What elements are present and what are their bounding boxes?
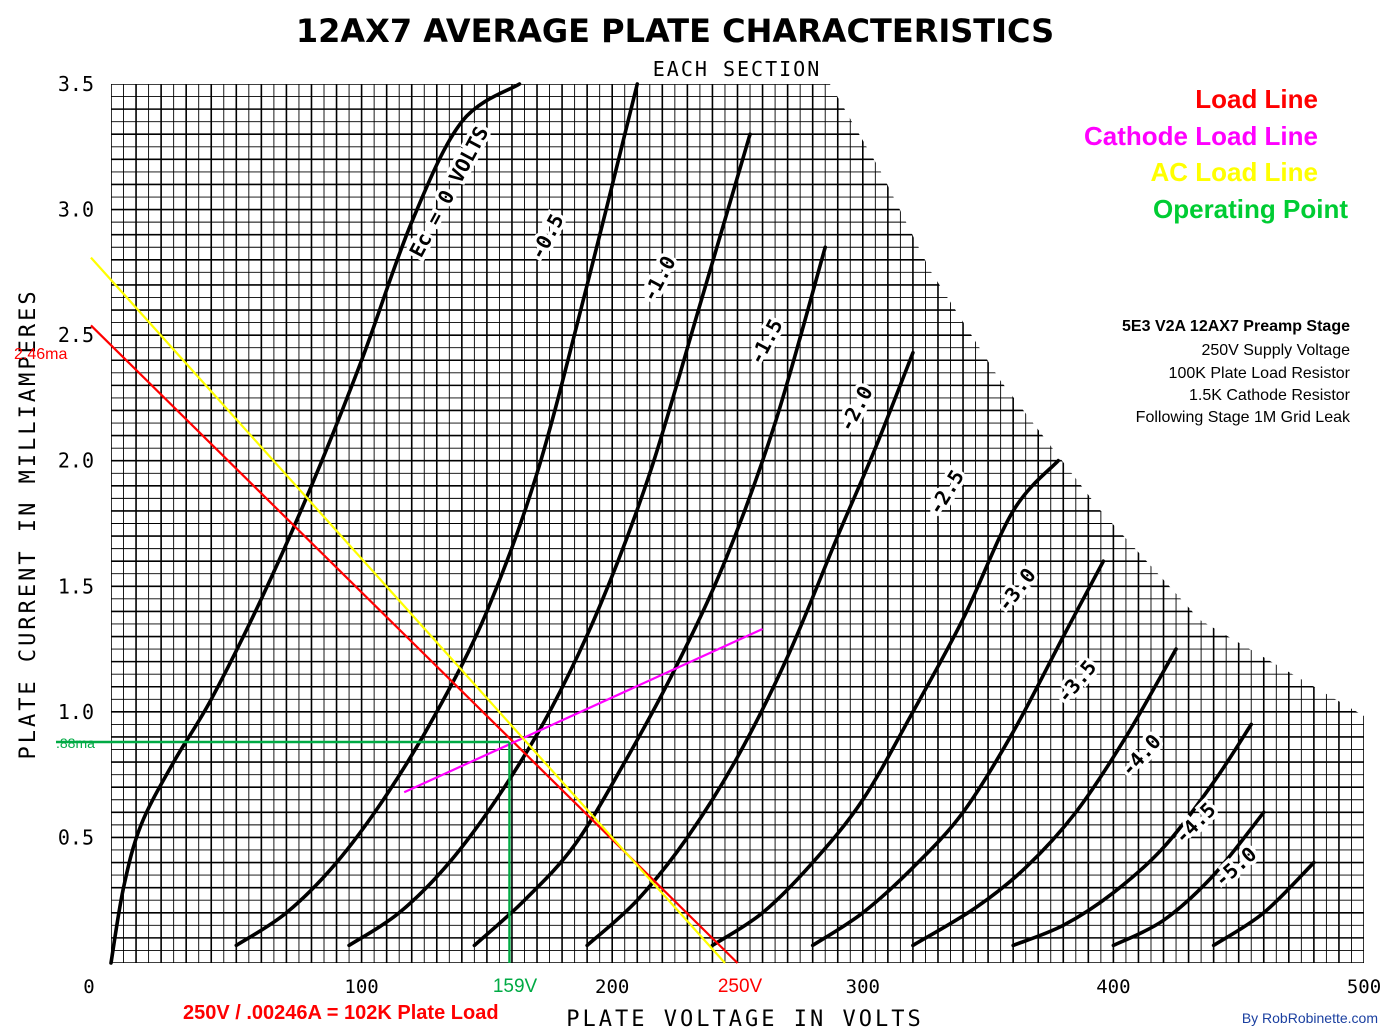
note-cathode: 1.5K Cathode Resistor [1189,387,1351,404]
supply-voltage-label: 250V [718,976,763,997]
legend-operating-point: Operating Point [1153,194,1348,224]
curve-label: -3.5 [1052,655,1101,707]
overlay-line-0 [90,324,739,964]
x-tick-label: 500 [1347,976,1381,998]
curve-0 [109,82,522,965]
curve-label: -3.0 [992,563,1041,616]
load-line-current-label: 2.46ma [14,346,67,363]
x-axis-label: PLATE VOLTAGE IN VOLTS [566,1007,923,1032]
curve-9 [1111,810,1266,948]
chart-title: 12AX7 AVERAGE PLATE CHARACTERISTICS [296,12,1054,50]
curve-labels: Ec = 0 VOLTS -0.5-1.0-1.5-2.0-2.5-3.0-3.5… [401,119,1265,896]
credit-link[interactable]: By RobRobinette.com [1242,1010,1378,1026]
overlay-lines [56,256,764,964]
note-title: 5E3 V2A 12AX7 Preamp Stage [1122,318,1350,335]
x-axis-ticks: 0 100 200 300 400 500 [83,976,1381,998]
curve-2 [347,132,752,948]
x-tick-label: 400 [1096,976,1130,998]
note-grid-leak: Following Stage 1M Grid Leak [1136,409,1351,426]
y-tick-label: 2.5 [58,323,94,347]
y-tick-label: 3.0 [58,198,94,222]
y-tick-label: 2.0 [58,449,94,473]
y-axis-label: PLATE CURRENT IN MILLIAMPERES [16,288,41,759]
curve-4 [585,350,915,948]
curve-3 [472,245,828,948]
curve-8 [1011,722,1254,948]
overlay-line-1 [403,627,764,794]
overlay-line-2 [90,256,726,964]
legend-cathode-load-line: Cathode Load Line [1084,121,1318,151]
curve-1 [234,82,640,948]
legend-load-line: Load Line [1195,84,1318,114]
curve-6 [810,559,1106,948]
y-tick-label: 0.5 [58,825,94,849]
x-tick-label: 100 [344,976,378,998]
y-axis-ticks: 0.5 1.0 1.5 2.0 2.5 3.0 3.5 [58,72,94,849]
x-tick-label: 0 [83,976,94,998]
curve-5 [710,458,1061,948]
x-tick-label: 200 [595,976,629,998]
legend-ac-load-line: AC Load Line [1150,157,1318,187]
curve-7 [911,647,1178,948]
legend: Load Line Cathode Load Line AC Load Line… [1084,84,1348,224]
stage-notes: 5E3 V2A 12AX7 Preamp Stage 250V Supply V… [1122,318,1351,426]
curve-label: -2.0 [834,382,878,436]
y-tick-label: 3.5 [58,72,94,96]
operating-current-label: .88ma [56,735,95,751]
x-tick-label: 300 [846,976,880,998]
chart-subtitle: EACH SECTION [653,57,822,81]
curve-10 [1211,860,1316,948]
note-plate-load: 100K Plate Load Resistor [1169,365,1351,382]
operating-voltage-label: 159V [493,976,538,997]
note-supply: 250V Supply Voltage [1201,342,1350,359]
plate-curves [109,82,1316,965]
y-tick-label: 1.5 [58,574,94,598]
plate-load-formula: 250V / .00246A = 102K Plate Load [183,1002,499,1024]
y-tick-label: 1.0 [58,700,94,724]
